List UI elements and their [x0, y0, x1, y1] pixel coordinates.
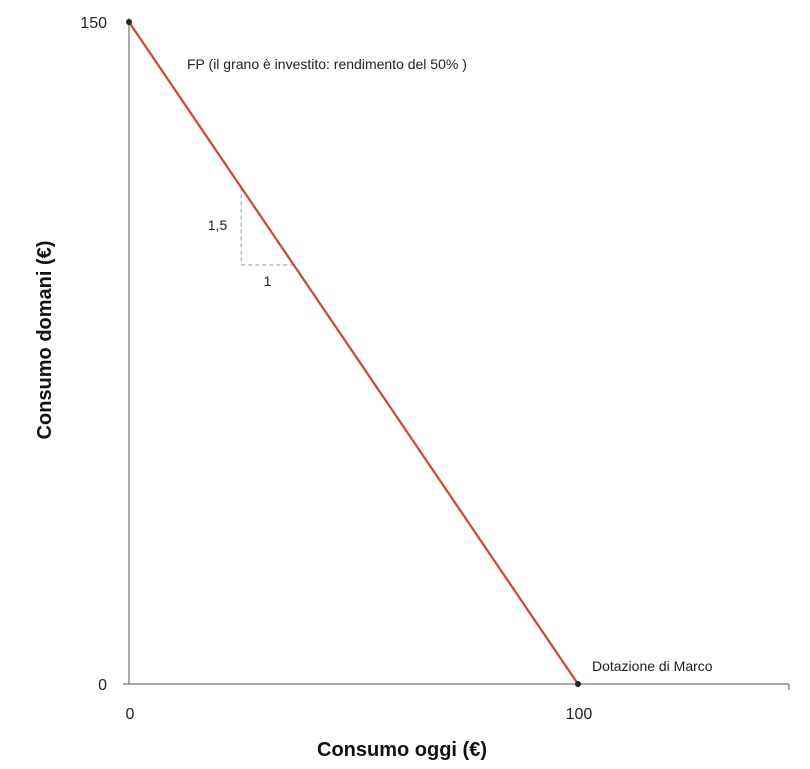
point-top [126, 19, 132, 25]
x-tick-label-100: 100 [566, 706, 593, 723]
fp-line [128, 21, 579, 685]
endowment-label: Dotazione di Marco [592, 658, 713, 674]
point-endowment [574, 681, 581, 687]
x-tick-label-0: 0 [126, 706, 135, 723]
y-axis-title: Consumo domani (€) [34, 241, 56, 440]
y-tick-label-150: 150 [80, 15, 107, 32]
slope-rise-label: 1,5 [208, 217, 228, 233]
slope-run-label: 1 [264, 273, 272, 289]
y-tick-label-0: 0 [98, 677, 107, 694]
x-axis-title: Consumo oggi (€) [317, 739, 487, 761]
fp-line-label: FP (il grano è investito: rendimento del… [187, 56, 467, 72]
